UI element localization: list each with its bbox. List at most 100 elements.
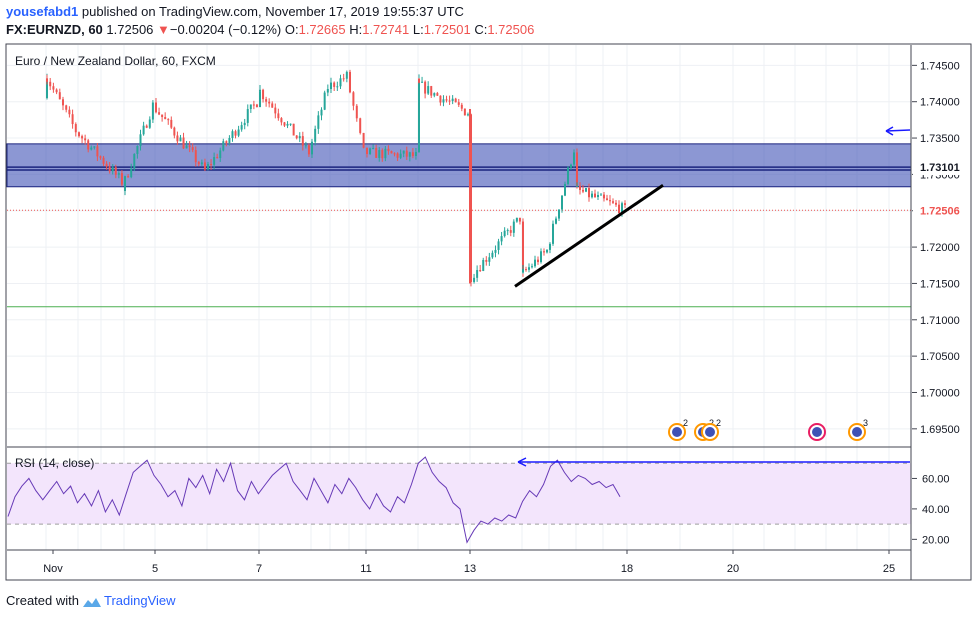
candle-body (102, 157, 105, 164)
price-pane (7, 45, 911, 447)
candle-body (62, 99, 64, 106)
candle-body (286, 123, 289, 126)
author-name[interactable]: yousefabd1 (6, 4, 79, 19)
candle-body (384, 148, 387, 159)
candle-body (197, 162, 200, 165)
candle-body (99, 156, 102, 158)
candle-body (396, 153, 399, 158)
trendline (514, 184, 664, 288)
candle-body (71, 114, 74, 125)
candle-body (120, 173, 123, 185)
candle-body (330, 82, 332, 89)
candle-body (114, 167, 117, 175)
candle-body (500, 236, 503, 242)
candle-body (200, 162, 203, 165)
candle-body (249, 104, 252, 110)
rsi-line (7, 456, 621, 544)
candle-body (366, 147, 368, 154)
candle-body (442, 99, 445, 103)
series-title: Euro / New Zealand Dollar, 60, FXCM (15, 54, 216, 68)
candle-body (314, 128, 317, 142)
candle-body (594, 193, 596, 198)
candle-body (326, 88, 329, 93)
time-axis-label: 13 (464, 563, 476, 575)
candle-body (621, 203, 623, 214)
candle-body (603, 194, 605, 199)
rsi-axis-label: 60.00 (922, 473, 950, 485)
time-axis-label: 7 (256, 563, 262, 575)
candle-body (546, 249, 548, 253)
candle-body (534, 259, 536, 267)
candle-body (55, 89, 58, 93)
price-change: −0.00204 (−0.12%) (169, 22, 282, 37)
candle-body (301, 136, 304, 146)
candle-body (424, 81, 427, 94)
axis-corner (913, 551, 971, 580)
open-label: O: (284, 22, 299, 37)
event-marker-core (705, 427, 715, 437)
high-value: 1.72741 (362, 22, 410, 37)
candle-body (252, 104, 255, 106)
candle-body (111, 167, 114, 172)
candle-body (127, 176, 130, 178)
candle-body (582, 189, 584, 192)
resistance-zone (6, 143, 912, 188)
candle-body (591, 193, 593, 198)
candle-body (570, 164, 572, 168)
candle-body (333, 82, 336, 87)
candle-body (414, 151, 417, 156)
zone-arrowhead (885, 126, 894, 136)
close-label: C: (474, 22, 488, 37)
candle-body (237, 129, 240, 136)
candle-body (78, 132, 80, 137)
event-marker-core (672, 427, 682, 437)
rsi-axis-label: 20.00 (922, 534, 950, 546)
candle-body (207, 164, 209, 170)
candle-body (339, 78, 342, 87)
candle-body (74, 124, 77, 133)
candle-body (506, 230, 509, 232)
symbol-info: FX:EURNZD, 60 1.72506 ▼−0.00204 (−0.12%)… (6, 22, 534, 37)
candle-body (93, 146, 96, 148)
candle-body (240, 125, 243, 130)
candle-body (259, 91, 261, 108)
candle-body (606, 198, 608, 201)
candle-body (518, 217, 521, 222)
candle-body (585, 188, 587, 192)
candle-body (96, 146, 99, 157)
time-axis-label: 5 (152, 563, 158, 575)
candle-body (427, 86, 430, 94)
candle-body (142, 125, 145, 135)
candle-body (491, 252, 494, 258)
candle-body (355, 105, 358, 119)
candle-body (460, 104, 463, 109)
candle-body (130, 168, 133, 178)
candle-body (439, 95, 442, 103)
candle-body (522, 221, 524, 273)
price-axis-label: 1.74500 (920, 60, 960, 72)
candle-body (188, 145, 191, 148)
candle-body (359, 118, 362, 133)
candle-body (597, 195, 599, 198)
candle-body (191, 147, 194, 151)
candle-body (255, 104, 258, 108)
price-label-box (913, 159, 970, 176)
candle-body (90, 147, 93, 150)
candle-body (311, 141, 313, 155)
candle-body (228, 138, 231, 143)
tradingview-brand-link[interactable]: TradingView (103, 593, 176, 608)
candle-body (509, 230, 512, 233)
price-axis-label: 1.73500 (920, 133, 960, 145)
candle-body (46, 78, 48, 99)
candle-body (58, 92, 61, 100)
price-label: 1.73101 (920, 162, 960, 174)
candle-body (173, 127, 176, 136)
rsi-band (7, 463, 911, 525)
candle-body (265, 99, 268, 102)
candle-body (600, 194, 602, 196)
price-axis-label: 1.71500 (920, 278, 960, 290)
candle-body (522, 269, 524, 273)
event-marker-count: 2 (716, 418, 721, 428)
price-axis-label: 1.70000 (920, 387, 960, 399)
